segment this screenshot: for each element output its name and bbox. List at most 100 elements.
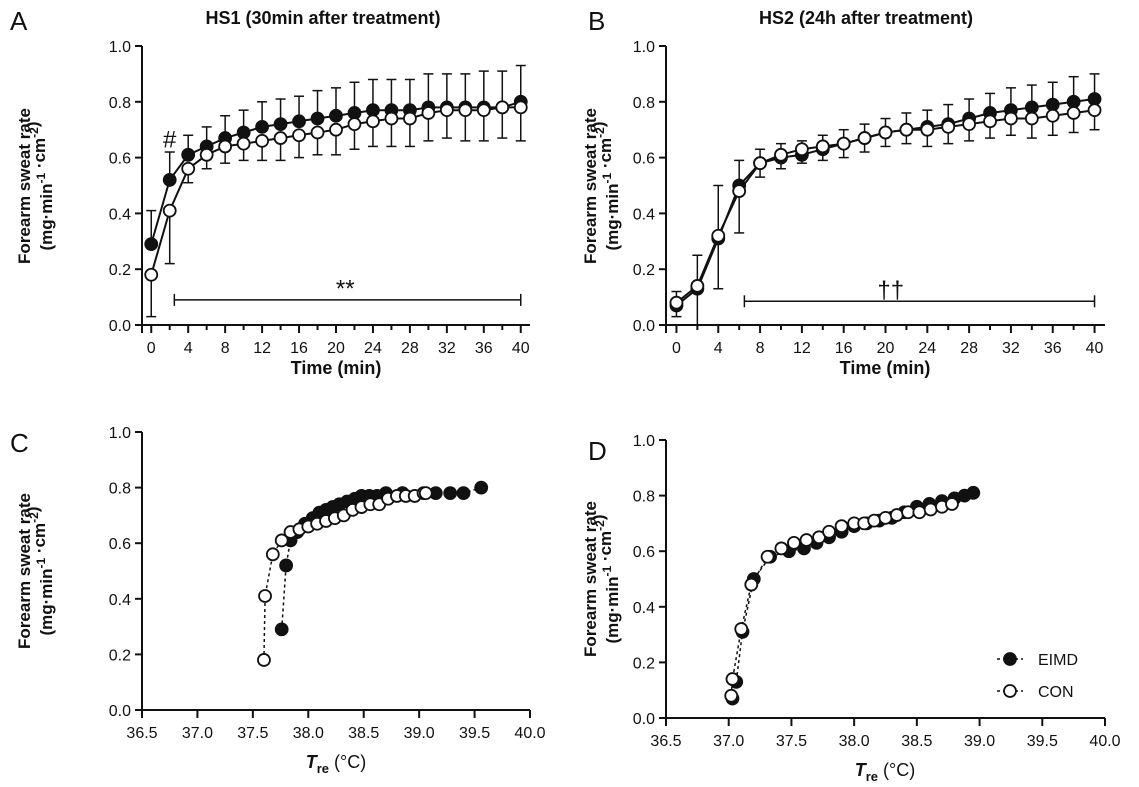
x-tick-label: 38.5 bbox=[348, 725, 379, 742]
data-point bbox=[794, 142, 809, 157]
x-tick-label: 37.5 bbox=[237, 725, 268, 742]
y-axis-label: Forearm sweat rate (mg·min-1 ·cm-2) bbox=[581, 501, 622, 657]
x-tick-label: 38.0 bbox=[839, 733, 870, 750]
x-tick-label: 24 bbox=[918, 340, 936, 357]
y-tick-label: 0.4 bbox=[633, 600, 655, 617]
data-point bbox=[439, 103, 454, 118]
y-tick-label: 0.6 bbox=[109, 536, 131, 553]
data-point bbox=[474, 480, 489, 495]
data-point bbox=[1066, 94, 1081, 109]
data-point bbox=[822, 524, 836, 539]
y-axis-label: Forearm sweat rate (mg·min-1 ·cm-2) bbox=[15, 108, 56, 264]
y-tick-label: 0.6 bbox=[109, 151, 131, 168]
y-tick-label: 0.0 bbox=[109, 318, 131, 335]
x-axis-label: Time (min) bbox=[840, 358, 931, 378]
y-tick-label: 0.2 bbox=[633, 655, 655, 672]
panel-letter: C bbox=[10, 428, 29, 458]
y-tick-label: 0.0 bbox=[633, 711, 655, 728]
x-tick-label: 37.0 bbox=[182, 725, 213, 742]
data-point bbox=[1024, 100, 1039, 115]
significance-marker: ** bbox=[336, 276, 355, 303]
data-point bbox=[443, 486, 458, 501]
data-point bbox=[901, 505, 915, 520]
data-point bbox=[690, 279, 705, 293]
x-tick-label: 12 bbox=[253, 340, 271, 357]
data-point bbox=[734, 622, 749, 636]
data-point bbox=[421, 106, 436, 120]
chart-title: HS1 (30min after treatment) bbox=[205, 8, 440, 28]
data-point bbox=[181, 147, 196, 162]
data-point bbox=[711, 228, 726, 243]
legend: EIMD CON bbox=[997, 652, 1078, 701]
x-tick-label: 37.5 bbox=[776, 733, 807, 750]
panel-letter: D bbox=[588, 436, 607, 466]
data-point bbox=[878, 125, 893, 140]
data-point bbox=[857, 131, 872, 145]
x-tick-label: 8 bbox=[221, 340, 230, 357]
x-tick-label: 24 bbox=[364, 340, 382, 357]
data-point bbox=[774, 147, 788, 162]
x-tick-label: 32 bbox=[438, 340, 456, 357]
y-tick-label: 0.8 bbox=[109, 95, 131, 112]
y-tick-label: 0.8 bbox=[109, 481, 131, 498]
y-tick-label: 0.6 bbox=[633, 544, 655, 561]
data-point bbox=[513, 100, 528, 115]
data-point bbox=[144, 237, 159, 251]
panel-b: B HS2 (24h after treatment) 0.0 0.2 0.4 0.6 0.… bbox=[581, 6, 1105, 378]
x-tick-label: 20 bbox=[327, 340, 345, 357]
legend-marker bbox=[1003, 684, 1017, 698]
data-point bbox=[923, 502, 938, 517]
x-tick-label: 39.5 bbox=[459, 725, 490, 742]
data-point bbox=[255, 120, 269, 134]
x-tick-label: 36 bbox=[1044, 340, 1062, 357]
x-tick-label: 38.5 bbox=[901, 733, 932, 750]
x-tick-label: 39.0 bbox=[964, 733, 995, 750]
data-point bbox=[403, 111, 417, 126]
data-point bbox=[456, 486, 471, 501]
y-tick-label: 0.4 bbox=[109, 592, 131, 609]
x-tick-label: 37.0 bbox=[713, 733, 744, 750]
data-point bbox=[945, 497, 959, 511]
x-tick-label: 40.0 bbox=[1089, 733, 1120, 750]
data-point bbox=[236, 125, 251, 140]
data-point bbox=[273, 117, 288, 132]
data-point bbox=[199, 147, 214, 162]
data-point bbox=[1045, 97, 1060, 112]
data-point bbox=[669, 295, 684, 310]
x-tick-label: 12 bbox=[793, 340, 811, 357]
data-point bbox=[265, 547, 280, 562]
x-tick-label: 4 bbox=[184, 340, 193, 357]
significance-marker: †† bbox=[877, 277, 904, 304]
y-tick-label: 0.0 bbox=[633, 318, 655, 335]
y-tick-label: 0.8 bbox=[633, 489, 655, 506]
significance-marker: # bbox=[163, 126, 177, 153]
data-point bbox=[1087, 103, 1102, 118]
y-tick-label: 1.0 bbox=[109, 39, 131, 56]
x-tick-label: 16 bbox=[290, 340, 308, 357]
data-point bbox=[347, 117, 362, 132]
data-point bbox=[255, 133, 269, 148]
y-tick-label: 0.6 bbox=[633, 151, 655, 168]
data-point bbox=[724, 688, 739, 703]
data-point bbox=[1004, 111, 1018, 126]
data-point bbox=[476, 103, 491, 118]
x-tick-label: 36 bbox=[475, 340, 493, 357]
data-point bbox=[162, 203, 177, 218]
data-point bbox=[1024, 111, 1039, 126]
y-axis-label: Forearm sweat rate (mg·min-1 ·cm-2) bbox=[15, 493, 56, 649]
x-tick-label: 28 bbox=[401, 340, 419, 357]
x-tick-label: 4 bbox=[714, 340, 723, 357]
data-point bbox=[144, 267, 159, 282]
y-tick-label: 1.0 bbox=[633, 39, 655, 56]
x-axis-label: Tre (°C) bbox=[306, 752, 366, 776]
y-axis-label: Forearm sweat rate (mg·min-1 ·cm-2) bbox=[581, 108, 622, 264]
data-point bbox=[867, 513, 882, 528]
x-tick-label: 40.0 bbox=[514, 725, 545, 742]
data-point bbox=[273, 131, 288, 145]
data-point bbox=[1087, 92, 1102, 106]
legend-label: EIMD bbox=[1038, 652, 1078, 669]
data-point bbox=[1066, 106, 1081, 120]
y-tick-label: 0.4 bbox=[109, 206, 131, 223]
data-point bbox=[274, 533, 289, 548]
